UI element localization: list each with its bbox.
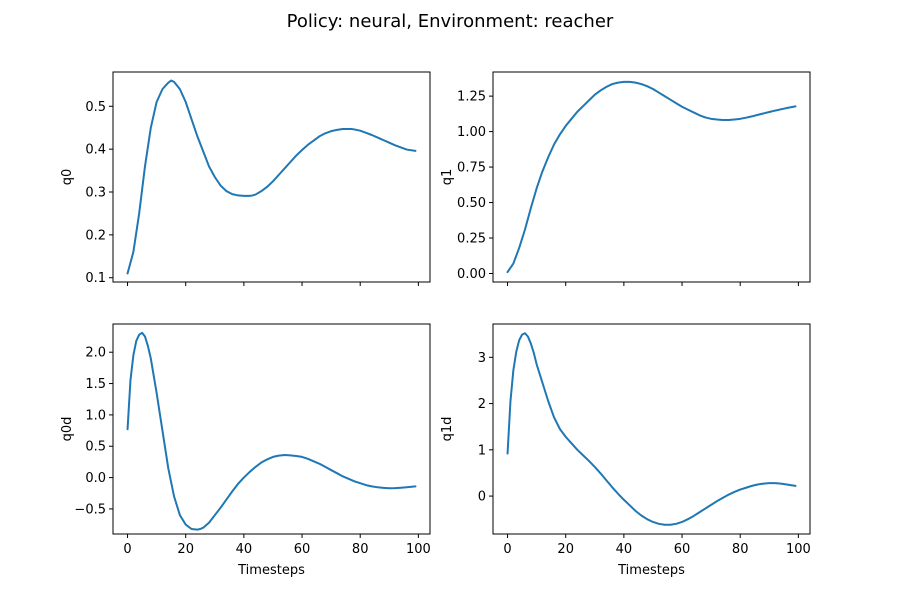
y-tick-label: 1.5 — [85, 377, 106, 392]
subplot-q1: 0.00 0.25 0.50 0.75 1.00 1.25 q1 — [440, 71, 811, 286]
y-tick-label: 0.50 — [457, 196, 486, 211]
y-tick-label: 0.25 — [457, 232, 486, 247]
y-tick-label: 0.0 — [85, 471, 106, 486]
x-tick-label: 60 — [294, 542, 311, 557]
y-tick-label: 1.00 — [457, 125, 486, 140]
series-line-q1d — [506, 332, 797, 526]
y-axis-label: q1 — [440, 169, 455, 186]
figure-title: Policy: neural, Environment: reacher — [287, 11, 614, 32]
y-axis-label: q0 — [60, 169, 75, 186]
x-tick-label: 40 — [236, 542, 253, 557]
subplot-q0d: −0.5 0.0 0.5 1.0 1.5 2.0 0 20 40 60 80 100 q0d Timest… — [60, 323, 431, 578]
x-axis-label: Timesteps — [237, 563, 305, 578]
y-tick-label: 1 — [478, 443, 486, 458]
series-line-q0d — [126, 331, 417, 531]
x-tick-label: 80 — [732, 542, 749, 557]
y-tick-label: 0.4 — [85, 143, 106, 158]
y-tick-label: 0.5 — [85, 440, 106, 455]
y-tick-label: 0 — [478, 490, 486, 505]
series-line-q0 — [126, 79, 417, 275]
y-tick-label: 0.2 — [85, 228, 106, 243]
x-tick-label: 60 — [674, 542, 691, 557]
axes-frame-q0d — [112, 323, 431, 535]
x-tick-label: 100 — [406, 542, 431, 557]
x-tick-label: 20 — [557, 542, 574, 557]
series-line-q1 — [506, 80, 797, 274]
axes-frame-q1d — [492, 323, 811, 535]
y-tick-label: 0.1 — [85, 271, 106, 286]
y-tick-label: 1.25 — [457, 90, 486, 105]
subplot-q1d: 0 1 2 3 0 20 40 60 80 100 q1d Timesteps — [440, 323, 811, 578]
subplot-grid: 0.10.20.30.40.5q00.000.250.500.751.001.2… — [60, 71, 811, 578]
x-tick-label: 80 — [352, 542, 369, 557]
subplot-q0: 0.1 0.2 0.3 0.4 0.5 q0 — [60, 71, 431, 286]
y-tick-label: 3 — [478, 351, 486, 366]
x-tick-label: 0 — [123, 542, 131, 557]
y-tick-label: 0.5 — [85, 100, 106, 115]
x-tick-label: 20 — [177, 542, 194, 557]
y-tick-label: 0.75 — [457, 161, 486, 176]
y-tick-label: −0.5 — [74, 502, 106, 517]
x-axis-label: Timesteps — [617, 563, 685, 578]
y-axis-label: q0d — [60, 417, 75, 442]
x-tick-label: 100 — [786, 542, 811, 557]
axes-frame-q0 — [112, 71, 431, 283]
y-axis-label: q1d — [440, 417, 455, 442]
y-tick-label: 0.00 — [457, 267, 486, 282]
y-tick-label: 0.3 — [85, 186, 106, 201]
y-tick-label: 1.0 — [85, 408, 106, 423]
x-tick-label: 40 — [616, 542, 633, 557]
axes-frame-q1 — [492, 71, 811, 283]
x-tick-label: 0 — [503, 542, 511, 557]
y-tick-label: 2 — [478, 397, 486, 412]
y-tick-label: 2.0 — [85, 346, 106, 361]
